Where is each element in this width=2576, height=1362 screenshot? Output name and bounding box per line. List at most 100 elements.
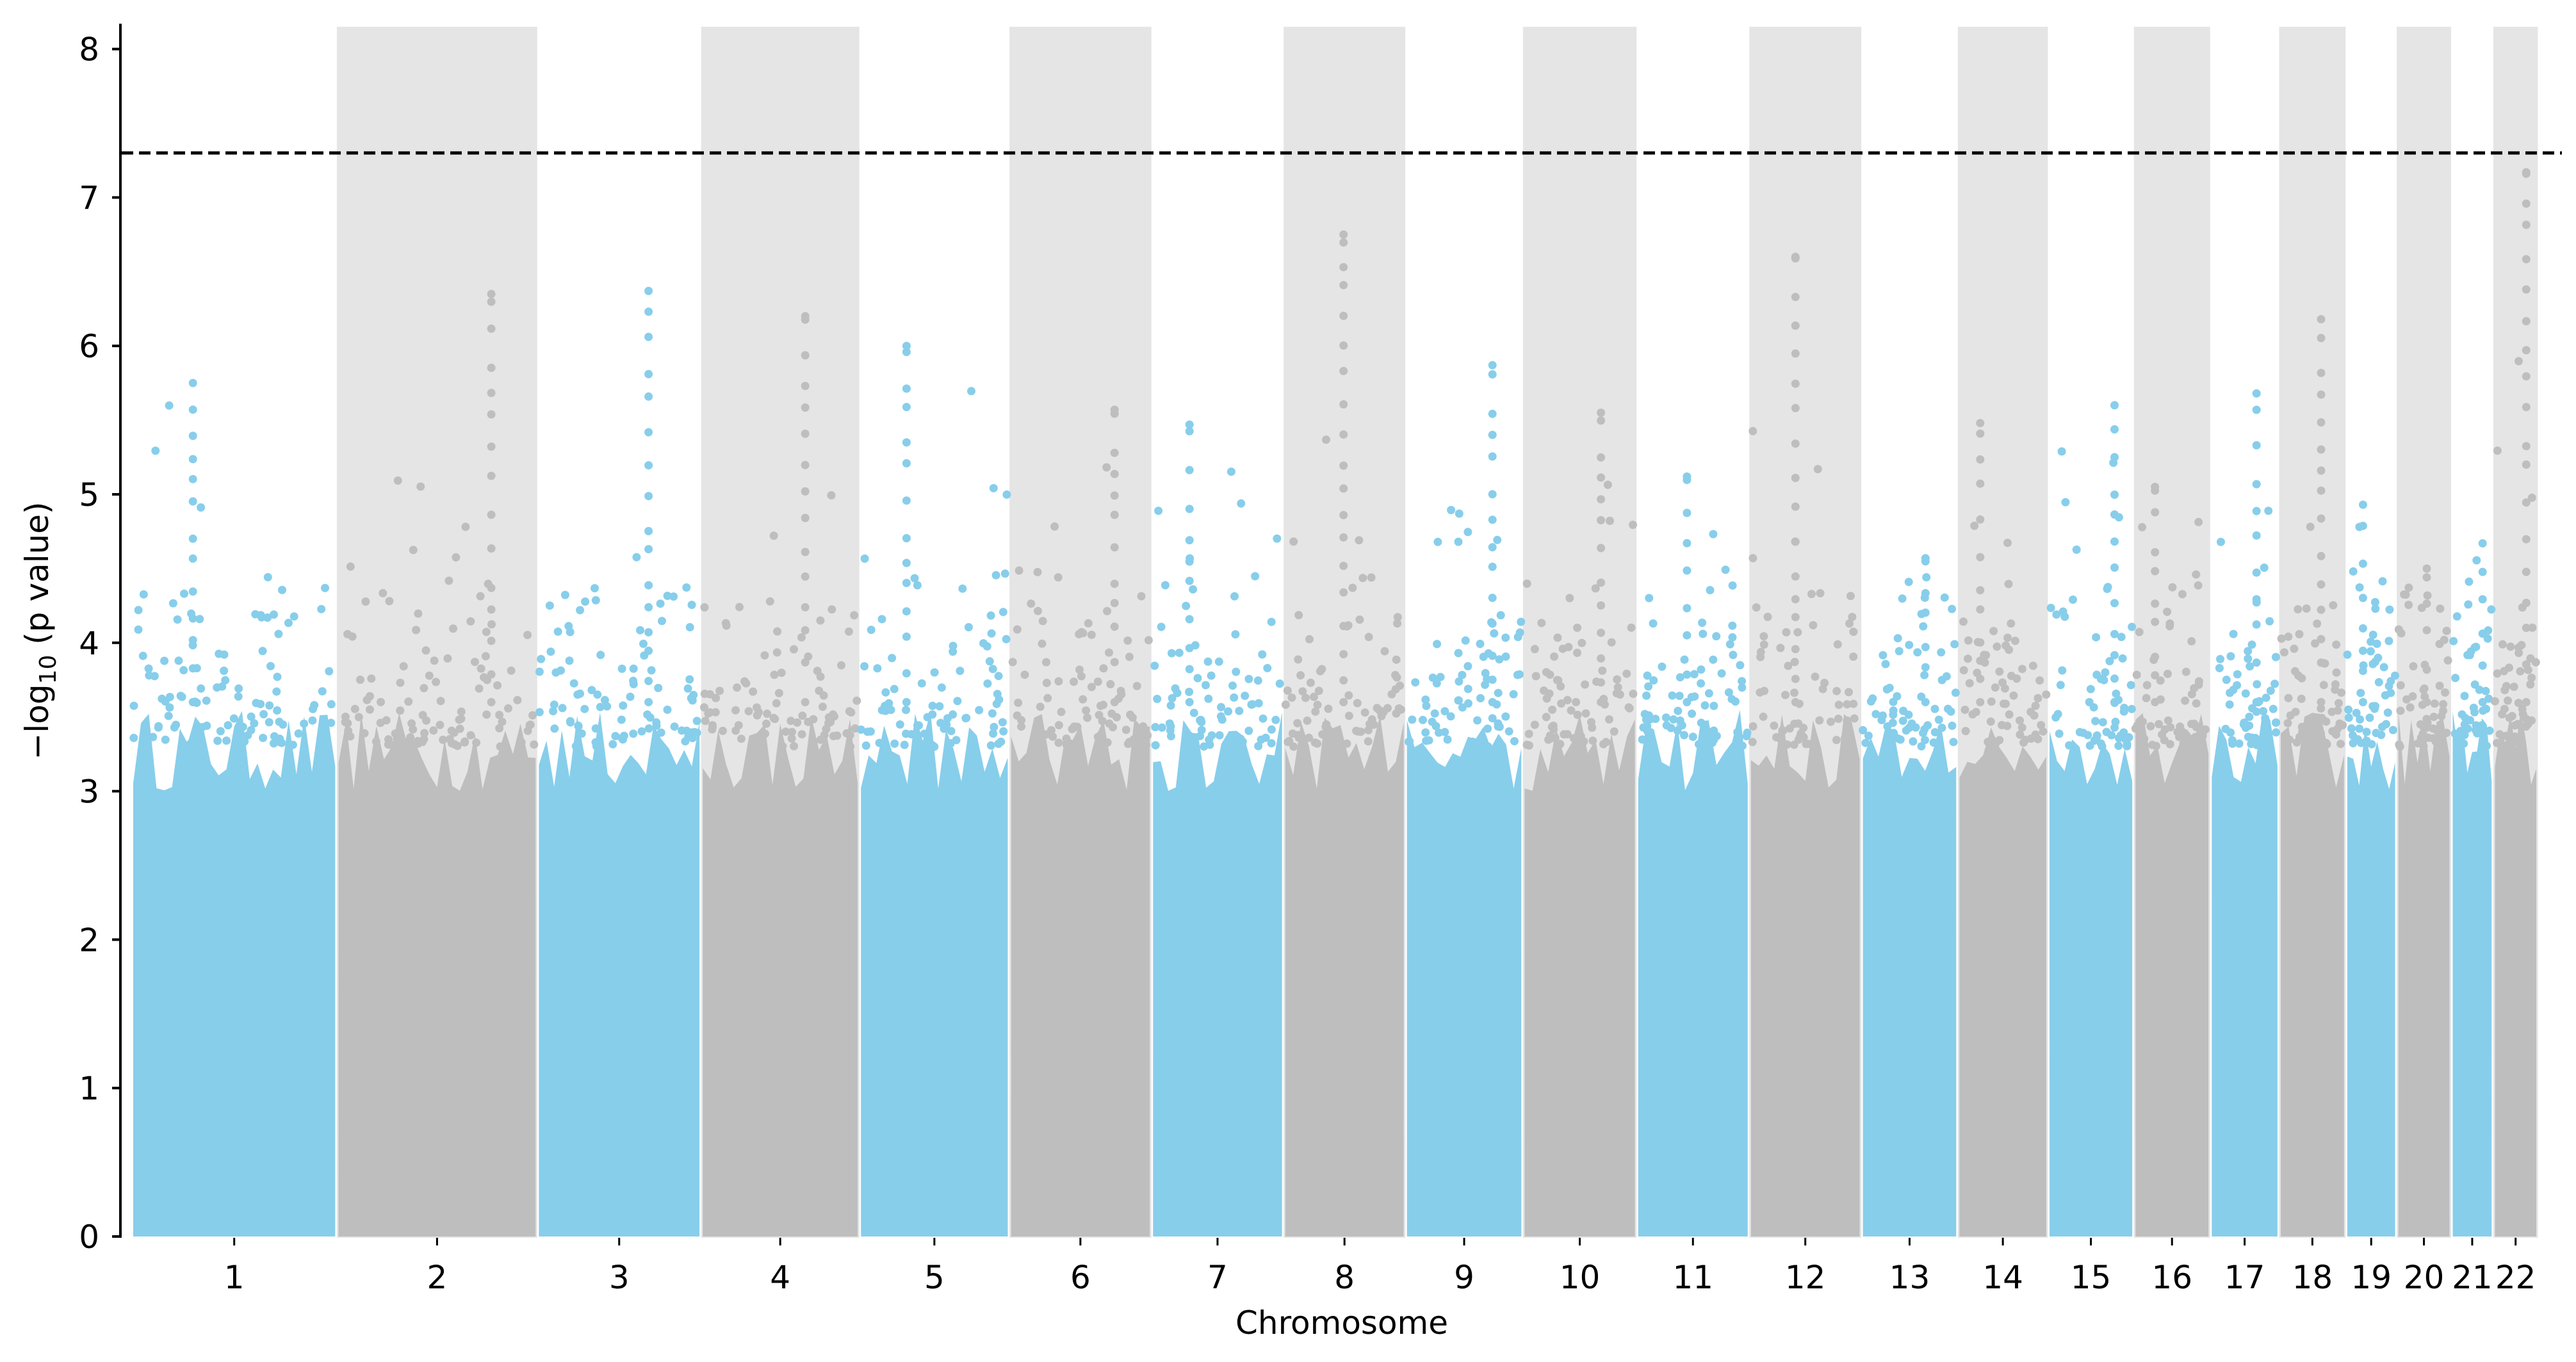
data-point <box>1447 506 1456 514</box>
data-point <box>2252 405 2261 414</box>
data-point <box>888 654 897 663</box>
data-point <box>2422 665 2431 674</box>
data-point <box>644 492 653 501</box>
data-point <box>1991 683 2000 692</box>
data-point <box>1463 661 1472 670</box>
data-point <box>2004 580 2013 588</box>
data-point <box>2509 683 2518 691</box>
data-point <box>2522 498 2531 507</box>
data-point <box>845 731 854 740</box>
data-point <box>1458 703 1467 712</box>
data-point <box>1294 655 1303 664</box>
data-point <box>1048 732 1057 741</box>
data-point <box>816 735 825 744</box>
data-point <box>2221 724 2230 733</box>
data-point <box>343 719 352 727</box>
data-point <box>801 351 810 360</box>
data-point <box>2515 357 2523 366</box>
data-point <box>2424 733 2433 742</box>
data-point <box>2226 688 2235 697</box>
data-point <box>2127 704 2136 713</box>
peak-point-chr7 <box>1185 420 1194 429</box>
data-point <box>263 613 272 622</box>
data-point <box>1110 622 1119 631</box>
data-point <box>420 729 429 738</box>
data-point <box>663 592 672 600</box>
data-point <box>1840 734 1849 743</box>
data-point <box>2016 730 2025 739</box>
data-point <box>1877 716 1886 724</box>
data-point <box>1992 738 2000 747</box>
data-point <box>2311 639 2320 648</box>
data-point <box>798 711 807 720</box>
data-point <box>277 738 286 747</box>
chromosome-body-6 <box>1011 714 1150 1236</box>
data-point <box>770 670 779 679</box>
data-point <box>1110 510 1119 519</box>
data-point <box>2484 694 2493 703</box>
data-point <box>2450 729 2459 738</box>
data-point <box>2383 708 2392 717</box>
data-point <box>1267 617 1276 626</box>
data-point <box>1301 693 1310 702</box>
data-point <box>1791 403 1800 412</box>
data-point <box>1542 694 1551 703</box>
data-point <box>1339 366 1348 375</box>
data-point <box>617 734 626 742</box>
data-point <box>2430 699 2439 708</box>
data-point <box>1294 733 1303 742</box>
data-point <box>1680 655 1689 664</box>
data-point <box>2142 681 2151 690</box>
data-point <box>890 685 899 693</box>
x-tick-label: 5 <box>924 1259 945 1296</box>
data-point <box>1937 648 1946 657</box>
data-point <box>1603 480 1612 489</box>
x-axis-label: Chromosome <box>1235 1304 1448 1342</box>
data-point <box>222 736 231 745</box>
data-point <box>1564 643 1573 651</box>
x-tick-label: 2 <box>427 1259 447 1296</box>
data-point <box>1157 622 1166 631</box>
data-point <box>2493 669 2502 678</box>
data-point <box>917 679 926 688</box>
data-point <box>1649 619 1658 628</box>
data-point <box>2026 708 2035 717</box>
data-point <box>321 583 329 592</box>
data-point <box>1455 677 1463 686</box>
data-point <box>1275 679 1284 688</box>
data-point <box>2349 567 2358 576</box>
data-point <box>749 687 758 696</box>
data-point <box>1339 280 1348 289</box>
data-point <box>2114 742 2123 750</box>
data-point <box>580 704 589 713</box>
data-point <box>361 597 370 606</box>
data-point <box>523 631 532 640</box>
data-point <box>1185 557 1194 566</box>
data-point <box>1116 686 1125 695</box>
data-point <box>1339 484 1348 493</box>
data-point <box>2461 713 2470 722</box>
data-point <box>2140 734 2149 743</box>
data-point <box>1790 688 1798 697</box>
data-point <box>1629 521 1637 530</box>
data-point <box>138 651 147 660</box>
data-point <box>2460 692 2469 701</box>
data-point <box>989 729 998 738</box>
data-point <box>801 487 810 496</box>
data-point <box>852 696 861 705</box>
data-point <box>1833 640 1842 649</box>
data-point <box>2388 726 2397 734</box>
data-point <box>2317 741 2326 750</box>
data-point <box>1494 688 1503 697</box>
data-point <box>2290 644 2299 653</box>
data-point <box>643 710 652 719</box>
data-point <box>1734 741 1743 750</box>
data-point <box>644 526 653 535</box>
data-point <box>2151 653 2160 661</box>
peak-point-chr6 <box>1110 405 1119 414</box>
data-point <box>1946 707 1955 716</box>
data-point <box>1323 736 1332 745</box>
data-point <box>1311 707 1320 716</box>
data-point <box>801 403 810 412</box>
data-point <box>1879 651 1887 660</box>
